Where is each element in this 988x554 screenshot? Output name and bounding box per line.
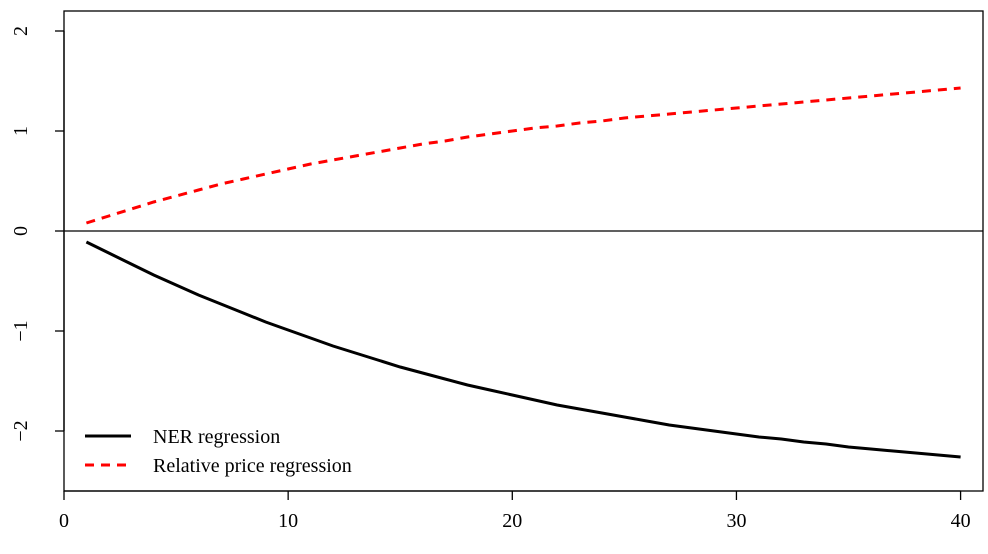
x-tick-label: 40 xyxy=(951,510,971,532)
x-tick-label: 20 xyxy=(502,510,522,532)
plot-frame xyxy=(63,10,984,492)
y-tick-label: 0 xyxy=(10,226,32,236)
y-tick-label: −1 xyxy=(10,320,32,341)
series-line-1 xyxy=(85,86,961,225)
series-layer xyxy=(85,86,961,459)
legend: NER regression Relative price regression xyxy=(85,426,352,477)
x-tick-label: 30 xyxy=(726,510,746,532)
x-axis: 0 10 20 30 40 xyxy=(59,490,971,532)
y-tick-label: 1 xyxy=(10,126,32,136)
y-tick-label: −2 xyxy=(10,420,32,441)
y-axis: −2 −1 0 1 2 xyxy=(10,26,65,442)
legend-label-0: NER regression xyxy=(153,426,280,448)
legend-label-1: Relative price regression xyxy=(153,455,352,477)
x-tick-label: 10 xyxy=(278,510,298,532)
series-line-0 xyxy=(85,240,961,459)
y-tick-label: 2 xyxy=(10,26,32,36)
x-tick-label: 0 xyxy=(59,510,69,532)
